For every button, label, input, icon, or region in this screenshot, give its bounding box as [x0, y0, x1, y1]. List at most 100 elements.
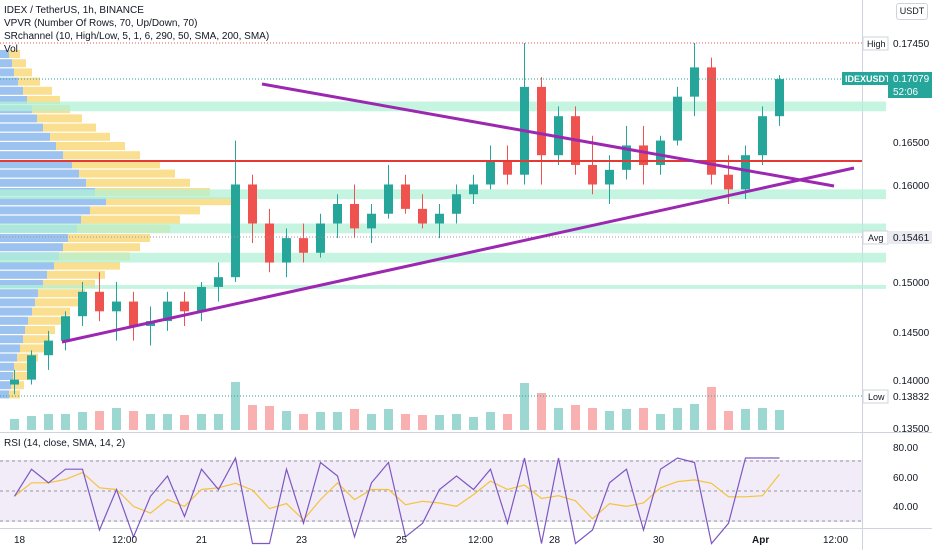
- high-value: 0.17450: [893, 39, 930, 50]
- time-label: 18: [14, 535, 26, 546]
- vpvr-down-bar: [13, 372, 28, 380]
- time-axis[interactable]: 18 12:00 21 23 25 12:00 28 30 Apr 12:00: [14, 535, 848, 546]
- candle-body: [163, 301, 172, 322]
- vpvr-down-bar: [79, 169, 175, 178]
- vpvr-up-bar: [0, 335, 23, 344]
- price-tick: 0.14000: [893, 376, 930, 387]
- time-label: 25: [396, 535, 408, 546]
- volume-bar: [758, 408, 767, 430]
- vpvr-up-bar: [0, 151, 63, 160]
- vpvr-down-bar: [68, 234, 150, 242]
- rsi-label[interactable]: RSI (14, close, SMA, 14, 2): [4, 438, 125, 449]
- volume-bar: [605, 411, 614, 430]
- sr-zone: [0, 189, 886, 200]
- volume-bar: [571, 405, 580, 430]
- candle-body: [316, 223, 325, 253]
- candle-body: [537, 86, 546, 156]
- vpvr-down-bar: [14, 68, 32, 77]
- vpvr-up-bar: [0, 326, 25, 334]
- symbol-title[interactable]: IDEX / TetherUS, 1h, BINANCE: [4, 5, 144, 16]
- descending-trendline[interactable]: [261, 82, 835, 188]
- candle-body: [741, 155, 750, 190]
- rsi-tick: 80.00: [893, 443, 918, 454]
- vpvr-up-bar: [0, 316, 28, 325]
- vpvr-down-bar: [14, 362, 32, 371]
- volume-bar: [180, 415, 189, 430]
- candle-body: [350, 203, 359, 229]
- candle-body: [299, 238, 308, 253]
- vpvr-up-bar: [0, 123, 43, 132]
- vpvr-down-bar: [23, 335, 50, 344]
- sr-zone: [0, 101, 886, 112]
- candle-body: [435, 213, 444, 224]
- vpvr-up-bar: [0, 307, 32, 316]
- candle-body: [112, 301, 121, 312]
- volume-bar: [61, 414, 70, 430]
- volume-bar: [265, 406, 274, 430]
- candle-body: [605, 169, 614, 185]
- candle-body: [673, 96, 682, 141]
- avg-value: 0.15461: [893, 233, 930, 244]
- last-price: 0.17079: [893, 74, 930, 85]
- volume-bar: [486, 412, 495, 430]
- vpvr-down-bar: [54, 261, 120, 270]
- volume-bar: [197, 414, 206, 430]
- volume-bar: [418, 415, 427, 430]
- volume-bar: [214, 414, 223, 430]
- sr-zone: [0, 223, 886, 234]
- volume-bar: [520, 383, 529, 430]
- vpvr-down-bar: [37, 114, 82, 123]
- volume-bar: [639, 408, 648, 430]
- volume-bar: [282, 411, 291, 430]
- volume-bar: [367, 414, 376, 430]
- vpvr-up-bar: [0, 59, 12, 68]
- volume-bar: [95, 411, 104, 430]
- price-tick: 0.16500: [893, 138, 930, 149]
- vpvr-up-bar: [0, 96, 27, 104]
- vpvr-legend[interactable]: VPVR (Number Of Rows, 70, Up/Down, 70): [4, 18, 198, 29]
- time-label: 28: [549, 535, 561, 546]
- high-label: High: [867, 39, 886, 49]
- candle-body: [401, 184, 410, 209]
- ascending-trendline[interactable]: [61, 166, 855, 344]
- price-tick: 0.16000: [893, 181, 930, 192]
- volume-bar: [554, 408, 563, 430]
- volume-bar: [44, 414, 53, 430]
- candle-body: [265, 223, 274, 263]
- vpvr-down-bar: [27, 96, 60, 104]
- volume-bar: [146, 414, 155, 430]
- volume-bar: [503, 414, 512, 430]
- candle-body: [129, 301, 138, 326]
- vpvr-up-bar: [0, 114, 37, 123]
- candle-body: [180, 301, 189, 312]
- candle-body: [469, 184, 478, 195]
- volume-bar: [537, 393, 546, 430]
- price-axis[interactable]: 0.16500 0.16000 0.15000 0.14500 0.14000 …: [893, 138, 930, 435]
- time-label: 21: [196, 535, 208, 546]
- candle-body: [418, 208, 427, 224]
- low-label: Low: [868, 392, 885, 402]
- candle-body: [78, 291, 87, 317]
- vpvr-up-bar: [0, 215, 81, 224]
- volume-bar: [231, 382, 240, 430]
- rsi-tick: 40.00: [893, 502, 918, 513]
- sr-zone: [0, 284, 886, 289]
- rsi-line: [13, 456, 780, 545]
- currency-button[interactable]: USDT: [896, 3, 928, 20]
- srchannel-legend[interactable]: SRchannel (10, High/Low, 5, 1, 6, 290, 5…: [4, 31, 270, 42]
- vpvr-up-bar: [0, 178, 86, 187]
- vpvr-up-bar: [0, 372, 13, 380]
- candle-body: [10, 379, 19, 385]
- volume-bar: [622, 409, 631, 430]
- candle-body: [231, 184, 240, 278]
- price-tick: 0.15000: [893, 278, 930, 289]
- candle-body: [214, 277, 223, 287]
- volume-legend[interactable]: Vol: [4, 44, 18, 55]
- vpvr-down-bar: [43, 123, 96, 132]
- volume-bar: [690, 404, 699, 430]
- vpvr-down-bar: [63, 243, 140, 252]
- candle-body: [622, 145, 631, 170]
- candle-body: [333, 203, 342, 224]
- vpvr-up-bar: [0, 160, 72, 169]
